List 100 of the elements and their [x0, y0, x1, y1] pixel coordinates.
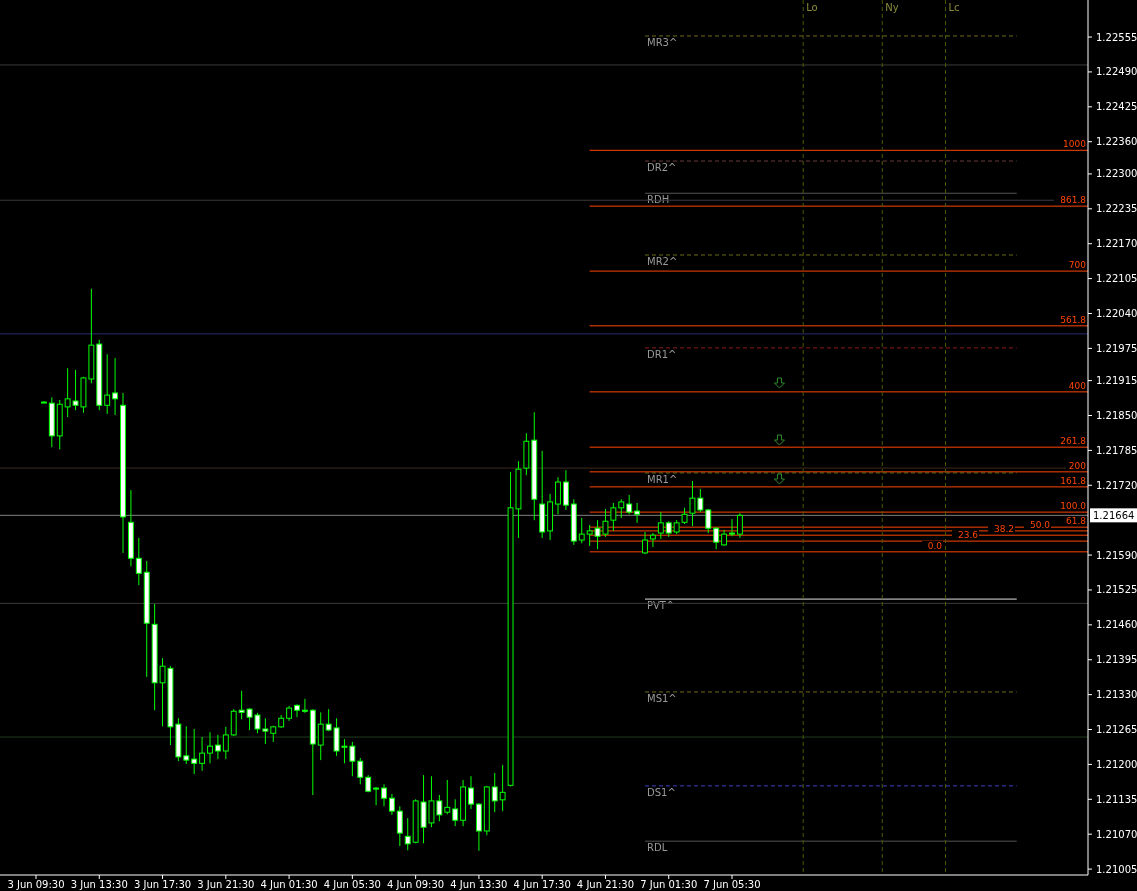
- candlestick: [610, 502, 617, 532]
- y-tick-label: 1.21135: [1096, 793, 1137, 805]
- x-tick-label: 3 Jun 21:30: [197, 879, 255, 890]
- y-tick-label: 1.21395: [1096, 654, 1137, 666]
- annotation: 38.2: [993, 524, 1014, 535]
- y-tick-label: 1.22105: [1096, 273, 1137, 285]
- y-tick-label: 1.22425: [1096, 101, 1137, 113]
- annotation: 200: [1068, 460, 1087, 471]
- candlestick: [634, 502, 641, 524]
- y-tick-label: 1.21720: [1096, 479, 1137, 491]
- ref-line-label: DR2^: [647, 162, 677, 174]
- annotation: 400: [1068, 380, 1087, 391]
- annotation: 23.6: [957, 530, 979, 541]
- y-tick-label: 1.21850: [1096, 409, 1137, 421]
- candlestick: [404, 817, 411, 851]
- candlestick: [555, 476, 561, 515]
- candlestick: [207, 731, 213, 764]
- y-tick-label: 1.21070: [1096, 828, 1137, 840]
- y-tick-label: 1.22555: [1096, 31, 1137, 43]
- x-tick-label: 3 Jun 17:30: [133, 879, 192, 890]
- annotation: Lo: [806, 2, 818, 13]
- candlestick: [301, 698, 308, 714]
- annotation: 261.8: [1060, 436, 1087, 447]
- x-tick-label: 3 Jun 13:30: [70, 879, 128, 890]
- candlestick: [294, 703, 300, 718]
- y-tick-label: 1.21460: [1096, 619, 1137, 631]
- candlestick: [191, 728, 198, 775]
- ref-line-label: RDH: [647, 194, 670, 206]
- candlestick: [649, 532, 656, 548]
- candlestick: [468, 775, 474, 810]
- annotation: 100.0: [1060, 501, 1087, 512]
- candlestick: [396, 805, 403, 847]
- candlestick: [452, 798, 459, 827]
- ref-line-label: MR3^: [647, 36, 678, 48]
- candlestick: [499, 764, 506, 812]
- candlestick: [199, 736, 206, 772]
- candlestick: [222, 726, 229, 760]
- candlestick: [562, 469, 569, 511]
- ref-line-label: PVT^: [647, 600, 675, 612]
- y-tick-label: 1.21005: [1096, 863, 1137, 875]
- annotation: 61.8: [1065, 516, 1087, 527]
- annotation: Lc: [948, 2, 960, 13]
- candlestick: [230, 708, 237, 737]
- ref-line-label: RDL: [647, 842, 668, 854]
- y-tick-label: 1.22170: [1096, 238, 1137, 250]
- y-tick-label: 1.21915: [1096, 375, 1137, 387]
- y-tick-label: 1.21525: [1096, 584, 1137, 596]
- y-tick-label: 1.22040: [1096, 308, 1137, 319]
- candlestick: [626, 494, 633, 515]
- candlestick: [317, 711, 324, 761]
- annotation: 861.8: [1060, 195, 1087, 206]
- annotation: 0.0: [927, 540, 943, 551]
- y-tick-label: 1.22235: [1096, 203, 1137, 215]
- y-tick-label: 1.21265: [1096, 724, 1137, 736]
- candlestick: [657, 511, 664, 540]
- x-tick-label: 4 Jun 17:30: [513, 879, 571, 890]
- candlestick: [729, 518, 735, 537]
- x-tick-label: 4 Jun 21:30: [576, 879, 635, 890]
- y-tick-label: 1.21785: [1096, 444, 1137, 456]
- candlestick: [736, 512, 743, 539]
- candlestick: [388, 793, 395, 816]
- candlestick: [491, 772, 498, 813]
- annotation: Ny: [885, 2, 899, 13]
- candlestick: [381, 783, 387, 807]
- x-tick-label: 7 Jun 05:30: [703, 879, 761, 890]
- y-tick-label: 1.21975: [1096, 342, 1137, 354]
- candlestick: [618, 498, 625, 519]
- candlestick: [214, 734, 221, 760]
- annotation: 50.0: [1029, 519, 1051, 530]
- annotation: 561.8: [1060, 314, 1087, 325]
- candlestick: [705, 508, 712, 534]
- candlestick: [713, 526, 720, 550]
- candlestick: [578, 517, 585, 544]
- y-tick-label: 1.21330: [1096, 689, 1137, 701]
- candlestick: [642, 531, 648, 555]
- ref-line-label: MR2^: [647, 255, 678, 267]
- candlestick: [112, 357, 119, 416]
- ref-line-label: DR1^: [647, 348, 677, 360]
- ref-line-label: 1.21664: [1093, 510, 1135, 522]
- y-tick-label: 1.21200: [1096, 758, 1137, 770]
- y-tick-label: 1.22360: [1096, 136, 1137, 148]
- candlestick: [444, 779, 451, 815]
- y-tick-label: 1.22300: [1096, 168, 1137, 180]
- candlestick: [183, 725, 190, 765]
- y-tick-label: 1.21590: [1096, 549, 1137, 561]
- y-tick-label: 1.22490: [1096, 66, 1137, 78]
- candlestick: [357, 757, 364, 785]
- ref-line-label: MS1^: [647, 692, 677, 704]
- x-tick-label: 3 Jun 09:30: [7, 879, 65, 890]
- annotation: 700: [1068, 260, 1087, 271]
- candlestick: [104, 353, 111, 415]
- x-tick-label: 4 Jun 09:30: [387, 879, 445, 890]
- annotation: 161.8: [1060, 475, 1087, 486]
- ref-line-label: MR1^: [647, 473, 678, 485]
- candlestick: [135, 537, 142, 586]
- x-tick-label: 7 Jun 01:30: [640, 879, 698, 890]
- x-tick-label: 4 Jun 01:30: [260, 879, 318, 890]
- x-tick-label: 4 Jun 05:30: [323, 879, 381, 890]
- x-tick-label: 4 Jun 13:30: [450, 879, 508, 890]
- ref-line-label: DS1^: [647, 786, 676, 798]
